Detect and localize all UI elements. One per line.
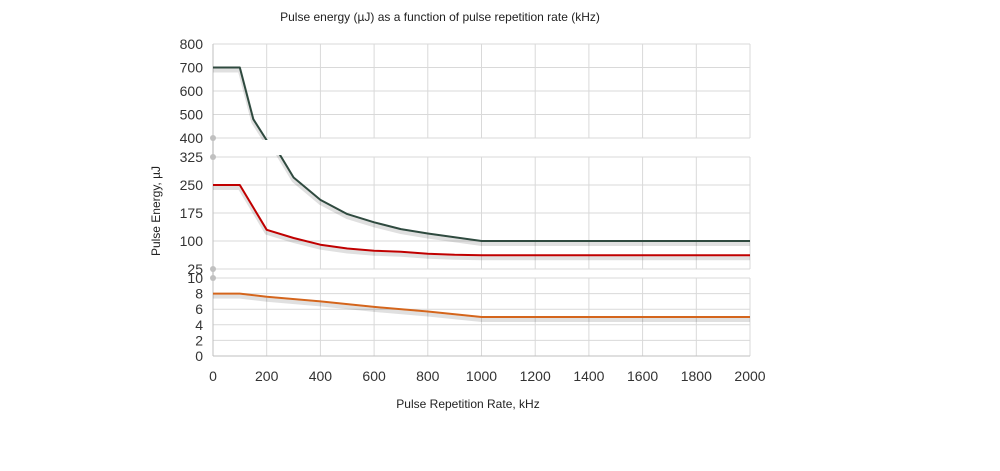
series-0-line bbox=[278, 155, 750, 242]
x-tick-label: 2000 bbox=[734, 368, 765, 384]
y-tick-label: 400 bbox=[180, 130, 204, 146]
y-tick-label: 500 bbox=[180, 107, 204, 123]
x-tick-label: 800 bbox=[416, 368, 440, 384]
series-1-line bbox=[213, 184, 750, 257]
y-tick-label: 700 bbox=[180, 60, 204, 76]
series-0-line bbox=[213, 66, 268, 140]
y-tick-label: 0 bbox=[195, 348, 203, 364]
x-tick-label: 1400 bbox=[573, 368, 604, 384]
x-tick-label: 1000 bbox=[466, 368, 497, 384]
y-tick-label: 800 bbox=[180, 36, 204, 52]
y-tick-label: 6 bbox=[195, 301, 203, 317]
axis-break-1 bbox=[210, 266, 216, 281]
series-1-shadow bbox=[213, 186, 750, 261]
y-tick-label: 250 bbox=[180, 177, 204, 193]
axis-break-0 bbox=[210, 135, 216, 160]
x-tick-label: 1600 bbox=[627, 368, 658, 384]
y-tick-label: 8 bbox=[195, 286, 203, 302]
y-axis-label: Pulse Energy, µJ bbox=[149, 166, 163, 256]
series-2-shadow bbox=[213, 294, 750, 322]
chart-title: Pulse energy (µJ) as a function of pulse… bbox=[280, 10, 600, 24]
x-tick-label: 600 bbox=[362, 368, 386, 384]
series-2-line bbox=[213, 292, 750, 318]
y-tick-label: 4 bbox=[195, 317, 203, 333]
series-0-shadow bbox=[275, 155, 750, 246]
y-tick-label: 600 bbox=[180, 83, 204, 99]
x-tick-label: 400 bbox=[309, 368, 333, 384]
x-tick-label: 200 bbox=[255, 368, 279, 384]
y-tick-label: 100 bbox=[180, 233, 204, 249]
y-tick-label: 325 bbox=[180, 149, 204, 165]
y-tick-label: 10 bbox=[187, 270, 203, 286]
y-tick-label: 25 bbox=[187, 261, 203, 277]
x-tick-label: 0 bbox=[209, 368, 217, 384]
x-axis-label: Pulse Repetition Rate, kHz bbox=[396, 397, 539, 411]
x-tick-label: 1200 bbox=[520, 368, 551, 384]
y-tick-label: 2 bbox=[195, 332, 203, 348]
panel-1: 25 100 175 250 325 bbox=[180, 149, 751, 277]
series-0-shadow bbox=[213, 68, 267, 140]
y-tick-label: 175 bbox=[180, 205, 204, 221]
panel-0: 400 500 600 700 800 bbox=[180, 36, 751, 146]
x-tick-label: 1800 bbox=[681, 368, 712, 384]
x-axis: 0 200 400 600 800 1000 1200 1400 1600 1800 2000 bbox=[209, 355, 766, 384]
